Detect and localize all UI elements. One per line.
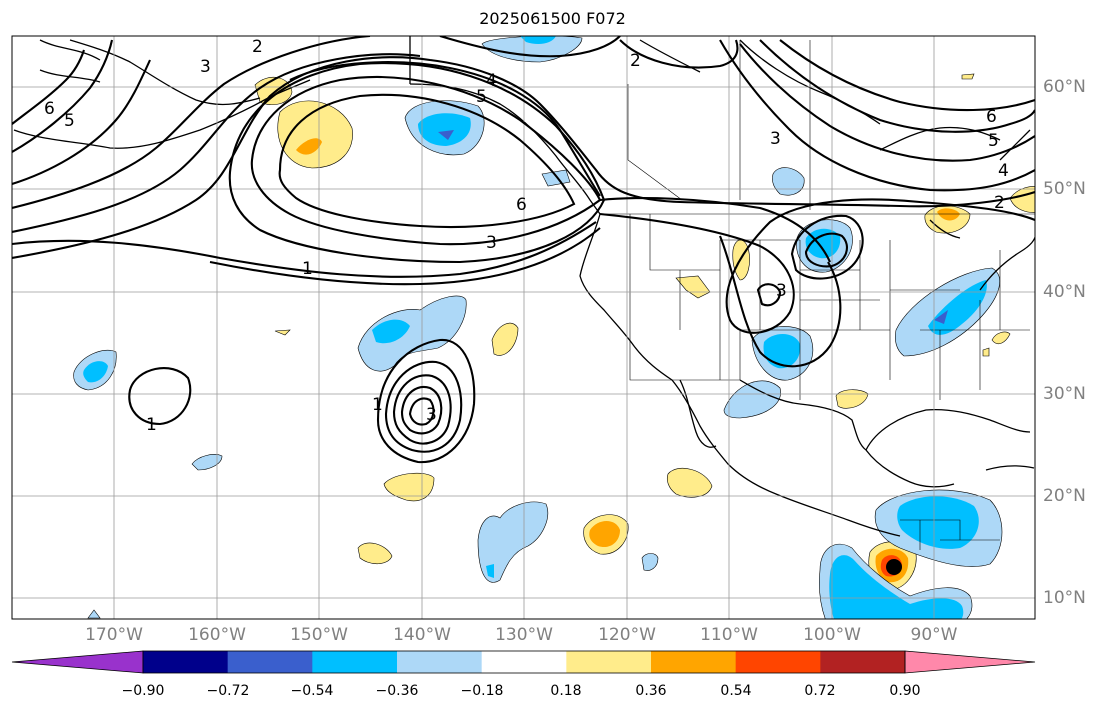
contour-label: 5	[988, 131, 999, 151]
lat-label: 10°N	[1043, 588, 1086, 608]
colorbar-tick: −0.18	[460, 683, 504, 699]
contour-label: 4	[998, 161, 1009, 181]
lon-label: 100°W	[803, 625, 861, 645]
colorbar-tick: 0.90	[889, 683, 921, 699]
lon-label: 140°W	[393, 625, 451, 645]
contour-label: 6	[986, 107, 997, 127]
colorbar-tick: −0.72	[206, 683, 250, 699]
map-title: 2025061500 F072	[479, 9, 626, 28]
contour-label: 3	[200, 57, 211, 77]
contour-label: 6	[44, 99, 55, 119]
contour-label: 3	[776, 281, 787, 301]
lon-label: 130°W	[495, 625, 553, 645]
lat-label: 30°N	[1043, 384, 1086, 404]
contour-label: 3	[770, 129, 781, 149]
colorbar-tick: 0.54	[720, 683, 752, 699]
lat-label: 50°N	[1043, 179, 1086, 199]
lon-label: 90°W	[910, 625, 958, 645]
contour-label: 2	[630, 51, 641, 71]
contour-label: 2	[252, 37, 263, 57]
colorbar-tick: 0.72	[804, 683, 836, 699]
contour-label: 3	[426, 405, 437, 425]
contour-label: 1	[372, 395, 383, 415]
contour-label: 3	[486, 233, 497, 253]
contour-label: 4	[486, 71, 497, 91]
shading-layer	[73, 36, 1035, 619]
contour-label: 1	[302, 259, 313, 279]
lon-label: 120°W	[598, 625, 656, 645]
contour-layer	[12, 36, 1035, 464]
contour-label-layer: 1 1 1 2 2 2 3 3 3 3 3 4 4 5 5 5 6 6 6	[44, 37, 1009, 435]
lat-label: 20°N	[1043, 486, 1086, 506]
lon-label: 170°W	[85, 625, 143, 645]
contour-label: 5	[64, 111, 75, 131]
graticule	[12, 36, 1035, 619]
colorbar-tick: 0.36	[635, 683, 667, 699]
lon-label: 150°W	[290, 625, 348, 645]
contour-label: 6	[516, 195, 527, 215]
contour-label: 5	[476, 87, 487, 107]
border-layer	[600, 40, 1035, 550]
colorbar-tick: −0.90	[121, 683, 165, 699]
colorbar-tick: 0.18	[550, 683, 582, 699]
contour-label: 2	[994, 193, 1005, 213]
lat-label: 40°N	[1043, 282, 1086, 302]
colorbar-tick: −0.54	[290, 683, 334, 699]
lon-label: 160°W	[188, 625, 246, 645]
lon-label: 110°W	[700, 625, 758, 645]
lat-label: 60°N	[1043, 77, 1086, 97]
map-frame	[11, 35, 1036, 620]
contour-label: 1	[146, 415, 157, 435]
colorbar-tick: −0.36	[375, 683, 419, 699]
